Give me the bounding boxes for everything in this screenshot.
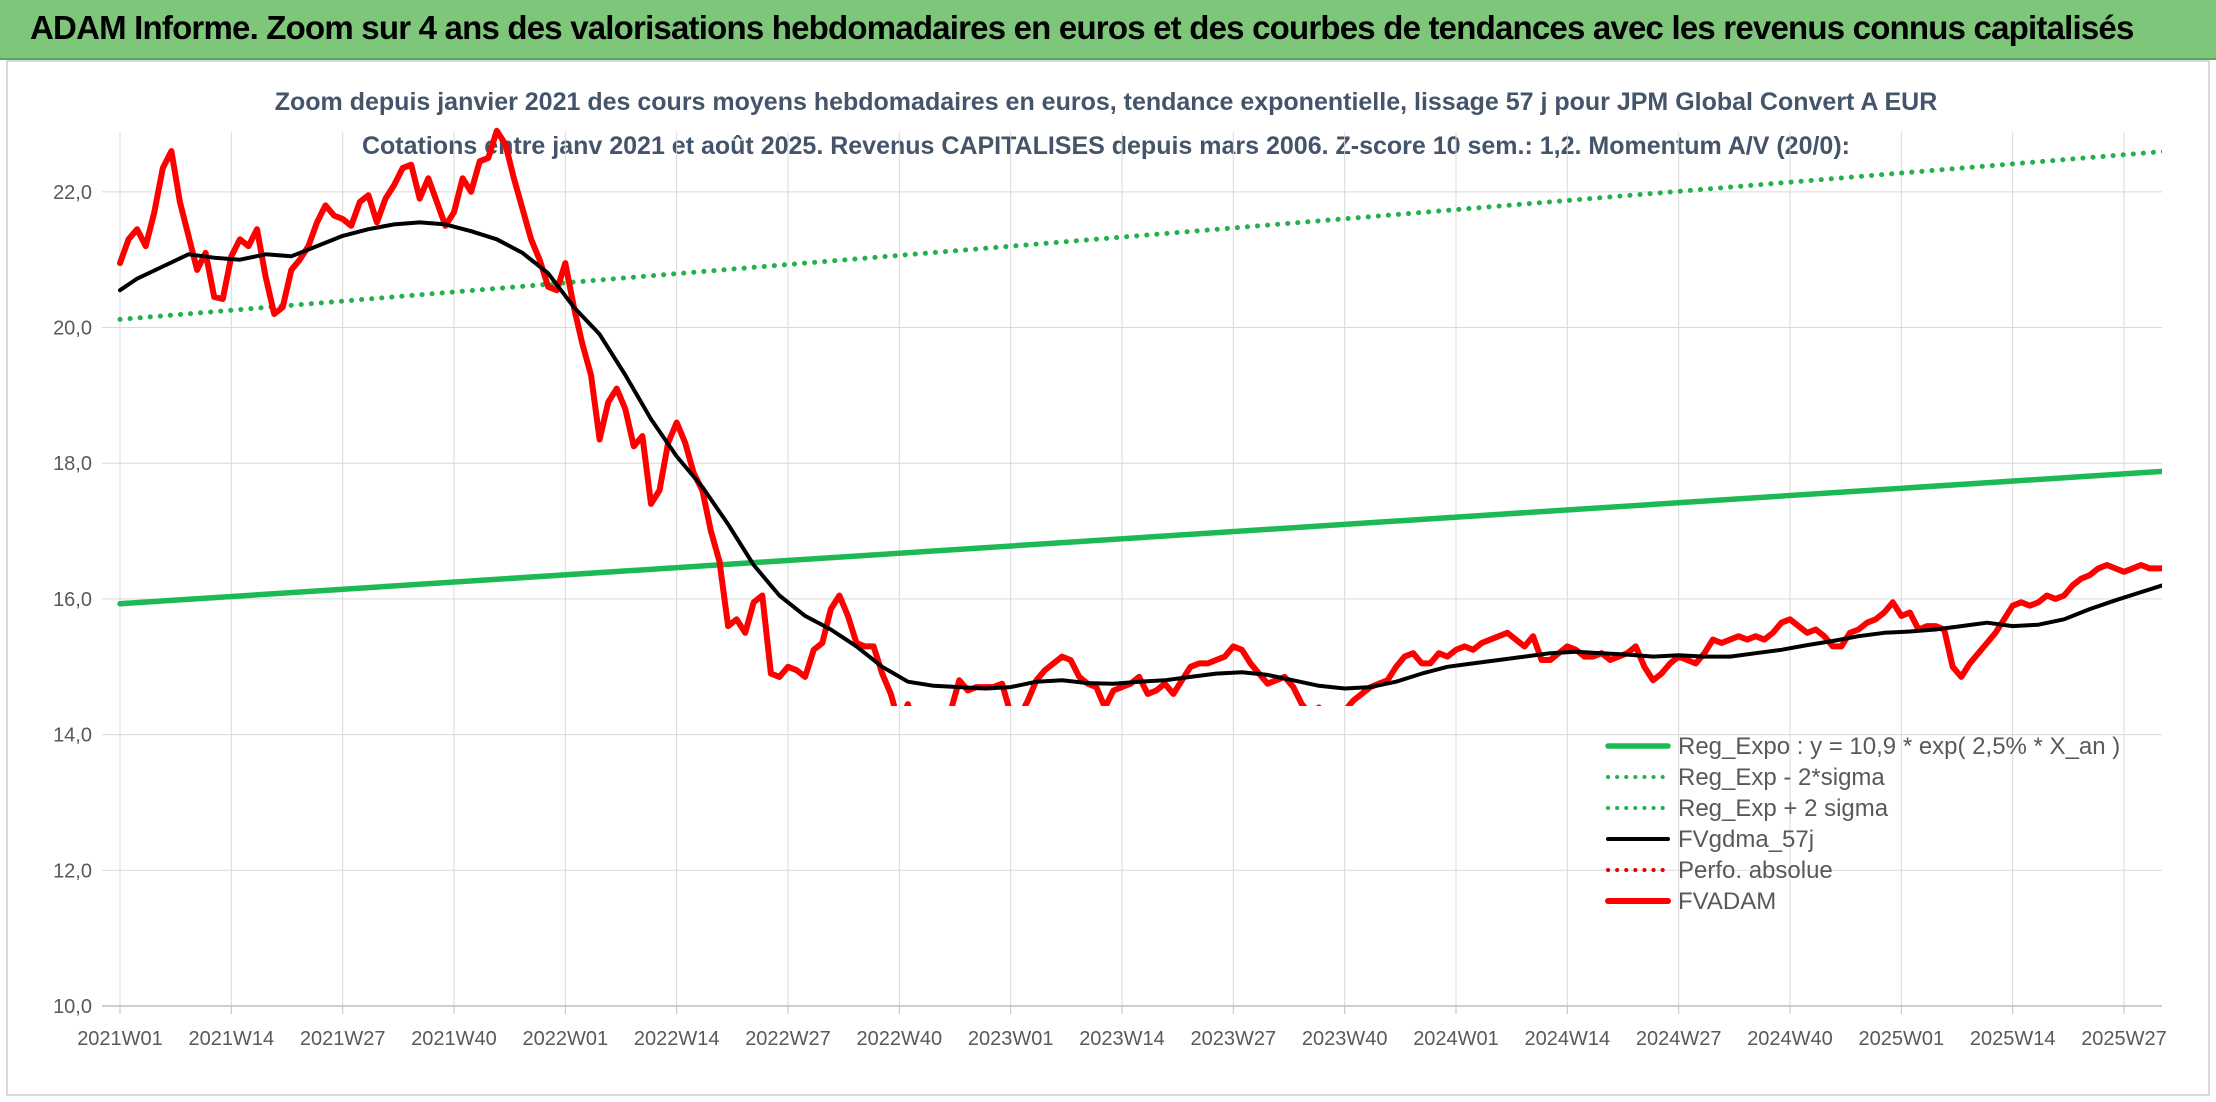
- y-tick-label: 16,0: [53, 589, 92, 611]
- legend-label: FVADAM: [1678, 888, 1776, 915]
- series-line-fvadam: [117, 127, 2162, 706]
- x-tick-label: 2021W27: [300, 1028, 386, 1050]
- x-tick-label: 2025W14: [1970, 1028, 2056, 1050]
- legend-label: Reg_Exp - 2*sigma: [1678, 764, 1885, 791]
- grid: [102, 132, 2162, 1007]
- axes: 10,0 12,0 14,0 16,0 18,0 20,0 22,0 2021W01 2021W…: [53, 182, 2167, 1050]
- chart-subtitle-line1: Zoom depuis janvier 2021 des cours moyen…: [275, 88, 1938, 116]
- line-chart: Zoom depuis janvier 2021 des cours moyen…: [53, 88, 2167, 1050]
- y-tick-label: 14,0: [53, 725, 92, 747]
- y-tick-label: 18,0: [53, 453, 92, 475]
- x-tick-label: 2023W27: [1191, 1028, 1277, 1050]
- x-tick-label: 2022W27: [745, 1028, 831, 1050]
- x-tick-label: 2021W14: [189, 1028, 275, 1050]
- x-tick-label: 2023W01: [968, 1028, 1054, 1050]
- x-tick-label: 2022W14: [634, 1028, 720, 1050]
- x-tick-label: 2023W40: [1302, 1028, 1388, 1050]
- x-tick-label: 2022W40: [857, 1028, 943, 1050]
- x-tick-label: 2024W40: [1747, 1028, 1833, 1050]
- x-tick-label: 2022W01: [523, 1028, 609, 1050]
- chart-frame: Zoom depuis janvier 2021 des cours moyen…: [6, 60, 2210, 1096]
- x-tick-label: 2025W27: [2081, 1028, 2167, 1050]
- x-tick-label: 2025W01: [1859, 1028, 1945, 1050]
- y-tick-label: 22,0: [53, 182, 92, 204]
- legend-label: FVgdma_57j: [1678, 826, 1814, 853]
- x-tick-label: 2021W40: [411, 1028, 497, 1050]
- series-line-fvgdma-57j: [118, 220, 2162, 691]
- chart-subtitle-line2: Cotations entre janv 2021 et août 2025. …: [362, 132, 1850, 160]
- x-tick-label: 2021W01: [77, 1028, 163, 1050]
- x-tick-label: 2023W14: [1079, 1028, 1165, 1050]
- legend: Reg_Expo : y = 10,9 * exp( 2,5% * X_an )…: [1605, 733, 2120, 915]
- report-title: ADAM Informe. Zoom sur 4 ans des valoris…: [30, 9, 2134, 46]
- y-tick-label: 20,0: [53, 318, 92, 340]
- legend-label: Perfo. absolue: [1678, 857, 1833, 884]
- x-tick-label: 2024W14: [1525, 1028, 1611, 1050]
- legend-label: Reg_Expo : y = 10,9 * exp( 2,5% * X_an ): [1678, 733, 2120, 760]
- y-tick-label: 12,0: [53, 860, 92, 882]
- series: [117, 127, 2162, 706]
- y-tick-label: 10,0: [53, 996, 92, 1018]
- report-banner: ADAM Informe. Zoom sur 4 ans des valoris…: [0, 0, 2216, 60]
- x-tick-label: 2024W01: [1413, 1028, 1499, 1050]
- series-line-reg-exp-2-sigma: [117, 149, 2162, 322]
- series-line-reg-expo-y-10-9-exp-2-5-x-an-: [117, 468, 2162, 607]
- legend-label: Reg_Exp + 2 sigma: [1678, 795, 1889, 822]
- x-tick-label: 2024W27: [1636, 1028, 1722, 1050]
